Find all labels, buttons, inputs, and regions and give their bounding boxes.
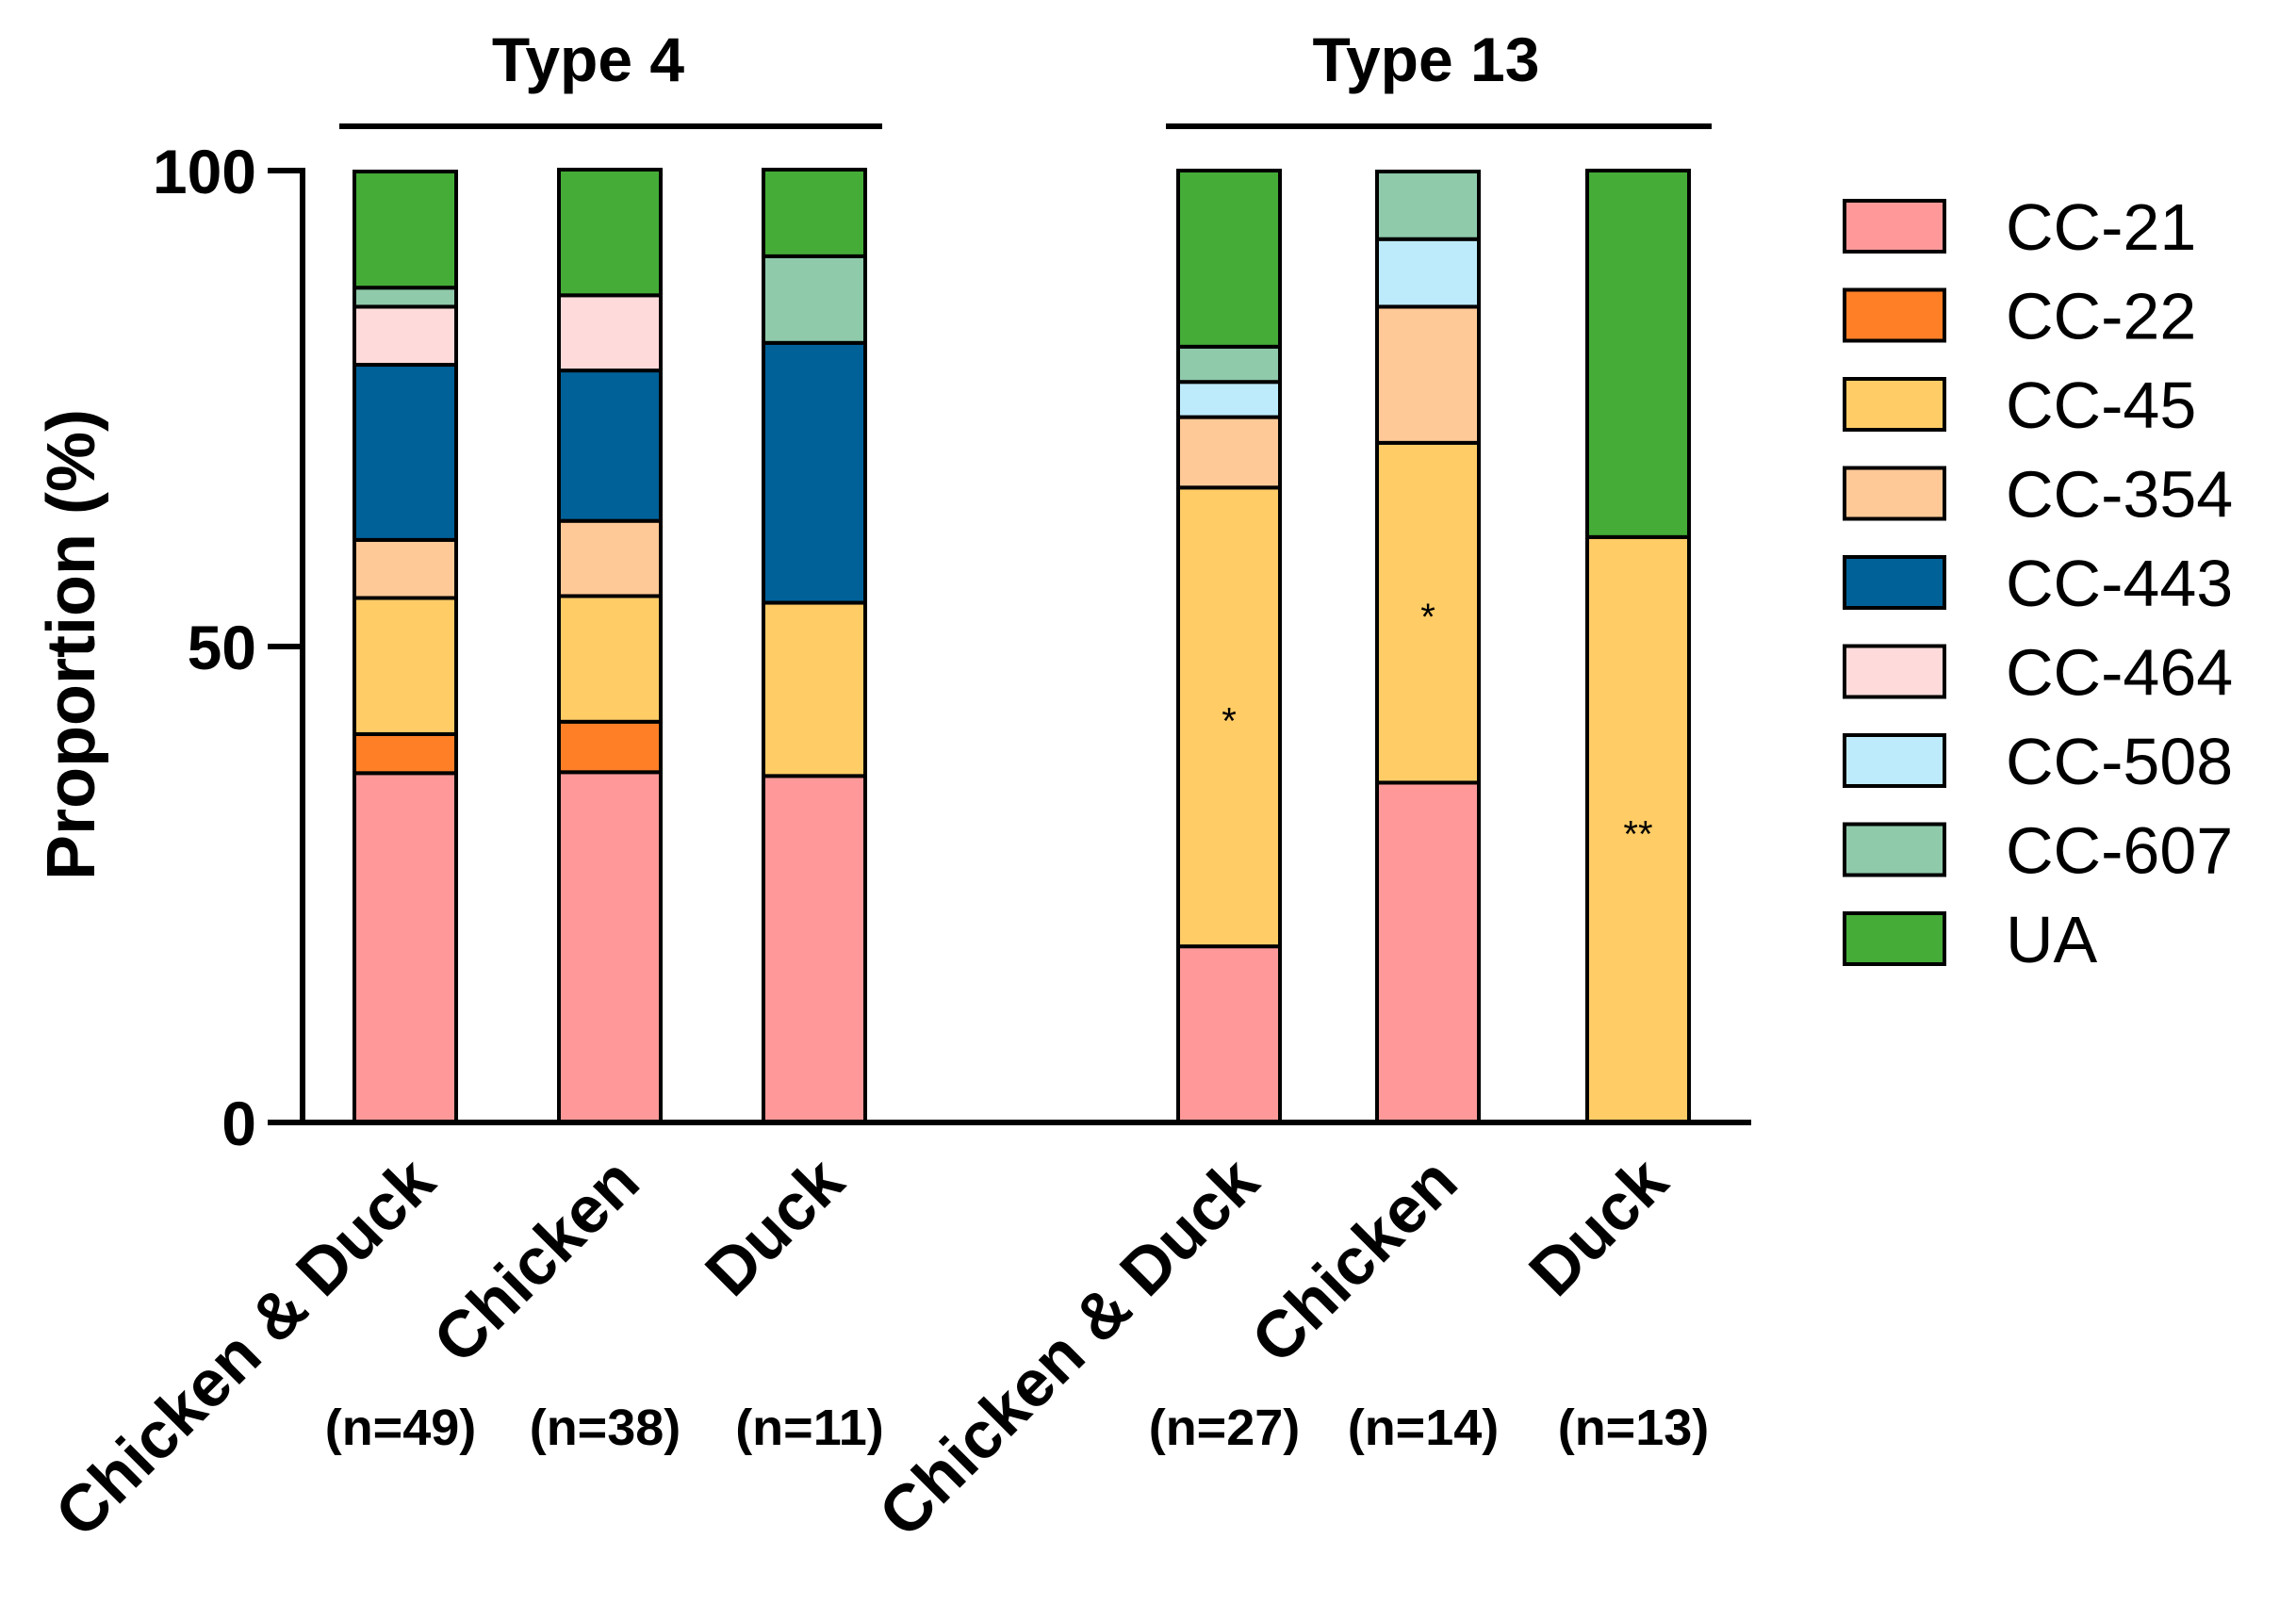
legend-item-cc-21: CC-21: [1843, 190, 2196, 264]
legend-label-cc-45: CC-45: [2006, 368, 2196, 442]
legend-label-cc-21: CC-21: [2006, 190, 2196, 264]
legend-swatch-cc-354: [1843, 466, 1946, 521]
legend-swatch-cc-21: [1843, 199, 1946, 254]
segment-cc-354-bar-2: [557, 518, 663, 598]
segment-cc-22-bar-2: [557, 719, 663, 775]
segment-cc-508-bar-5: [1375, 237, 1481, 309]
bars-layer: ****: [353, 167, 1691, 1125]
segment-cc-443-bar-3: [762, 340, 867, 605]
segment-cc-45-bar-1: [353, 596, 458, 736]
segment-cc-21-bar-5: [1375, 780, 1481, 1124]
segment-cc-21-bar-2: [557, 770, 663, 1124]
legend-label-cc-464: CC-464: [2006, 636, 2233, 710]
segment-cc-607-bar-3: [762, 254, 867, 345]
legend-item-ua: UA: [1843, 903, 2098, 976]
legend-label-cc-22: CC-22: [2006, 280, 2196, 353]
segment-cc-607-bar-4: [1176, 344, 1282, 385]
legend-swatch-ua: [1843, 911, 1946, 966]
n-label-1: (n=49): [325, 1400, 477, 1456]
segment-cc-354-bar-5: [1375, 304, 1481, 445]
segment-cc-354-bar-1: [353, 537, 458, 600]
bar-2-chicken: [557, 167, 663, 1124]
x-tick-label-5: Chicken: [1238, 1143, 1471, 1377]
legend-item-cc-22: CC-22: [1843, 280, 2196, 353]
segment-cc-607-bar-5: [1375, 170, 1481, 241]
ticks-layer: 0 50 100: [153, 137, 303, 1158]
bar-6-duck: [1585, 169, 1691, 1124]
segment-cc-443-bar-2: [557, 368, 663, 523]
segment-ua-bar-6: [1585, 169, 1691, 539]
segment-cc-607-bar-1: [353, 286, 458, 309]
legend-swatch-cc-443: [1843, 555, 1946, 610]
legend-swatch-cc-464: [1843, 644, 1946, 699]
bar-1-chicken-duck: [353, 170, 458, 1125]
legend-swatch-cc-45: [1843, 377, 1946, 432]
group-title-type-13: Type 13: [1313, 25, 1540, 94]
legend: CC-21 CC-22 CC-45 CC-354 CC-443 CC-464 CC-508 C…: [1843, 190, 2233, 976]
segment-ua-bar-3: [762, 167, 867, 258]
significance-marker-2: *: [1420, 597, 1435, 638]
x-tick-label-6: Duck: [1515, 1143, 1681, 1309]
legend-label-ua: UA: [2006, 903, 2098, 976]
bar-5-chicken: [1375, 170, 1481, 1124]
groups-layer: Type 4 Type 13: [339, 25, 1712, 129]
x-labels-layer: Chicken & Duck(n=49)Chicken(n=38)Duck(n=…: [41, 1143, 1710, 1550]
legend-item-cc-354: CC-354: [1843, 458, 2233, 532]
x-tick-label-2: Chicken: [419, 1143, 653, 1377]
legend-swatch-cc-508: [1843, 733, 1946, 788]
significance-marker-1: *: [1222, 701, 1237, 743]
bar-4-chicken-duck: [1176, 169, 1282, 1125]
y-tick-label-100: 100: [153, 137, 256, 206]
segment-cc-45-bar-3: [762, 600, 867, 778]
group-title-type-4: Type 4: [492, 25, 684, 94]
segment-cc-508-bar-4: [1176, 380, 1282, 419]
y-tick-label-0: 0: [221, 1089, 256, 1158]
legend-label-cc-607: CC-607: [2006, 814, 2233, 888]
segment-cc-21-bar-3: [762, 774, 867, 1124]
legend-item-cc-443: CC-443: [1843, 547, 2233, 620]
significance-marker-3: **: [1623, 813, 1652, 855]
segment-ua-bar-1: [353, 170, 458, 290]
segment-cc-21-bar-1: [353, 771, 458, 1125]
segment-cc-354-bar-4: [1176, 415, 1282, 490]
segment-ua-bar-4: [1176, 169, 1282, 349]
n-label-3: (n=11): [735, 1400, 884, 1456]
y-tick-label-50: 50: [188, 613, 256, 682]
segment-cc-45-bar-5: [1375, 440, 1481, 785]
n-label-2: (n=38): [530, 1400, 681, 1456]
n-label-4: (n=27): [1149, 1400, 1301, 1456]
legend-label-cc-443: CC-443: [2006, 547, 2233, 620]
x-tick-label-4: Chicken & Duck: [865, 1143, 1272, 1550]
legend-item-cc-45: CC-45: [1843, 368, 2196, 442]
segment-cc-45-bar-2: [557, 594, 663, 724]
segment-cc-22-bar-1: [353, 731, 458, 776]
legend-label-cc-354: CC-354: [2006, 458, 2233, 532]
bar-3-duck: [762, 167, 867, 1124]
legend-swatch-cc-607: [1843, 822, 1946, 877]
y-axis-label: Proportion (%): [34, 409, 109, 880]
n-label-5: (n=14): [1348, 1400, 1500, 1456]
segment-cc-45-bar-4: [1176, 485, 1282, 949]
legend-swatch-cc-22: [1843, 287, 1946, 343]
legend-item-cc-607: CC-607: [1843, 814, 2233, 888]
segment-ua-bar-2: [557, 167, 663, 298]
legend-item-cc-508: CC-508: [1843, 725, 2233, 798]
segment-cc-464-bar-1: [353, 304, 458, 368]
x-tick-label-3: Duck: [691, 1143, 857, 1309]
x-tick-label-1: Chicken & Duck: [41, 1143, 449, 1550]
legend-item-cc-464: CC-464: [1843, 636, 2233, 710]
legend-label-cc-508: CC-508: [2006, 725, 2233, 798]
segment-cc-21-bar-4: [1176, 944, 1282, 1125]
n-label-6: (n=13): [1558, 1400, 1710, 1456]
segment-cc-443-bar-1: [353, 363, 458, 542]
segment-cc-464-bar-2: [557, 293, 663, 373]
